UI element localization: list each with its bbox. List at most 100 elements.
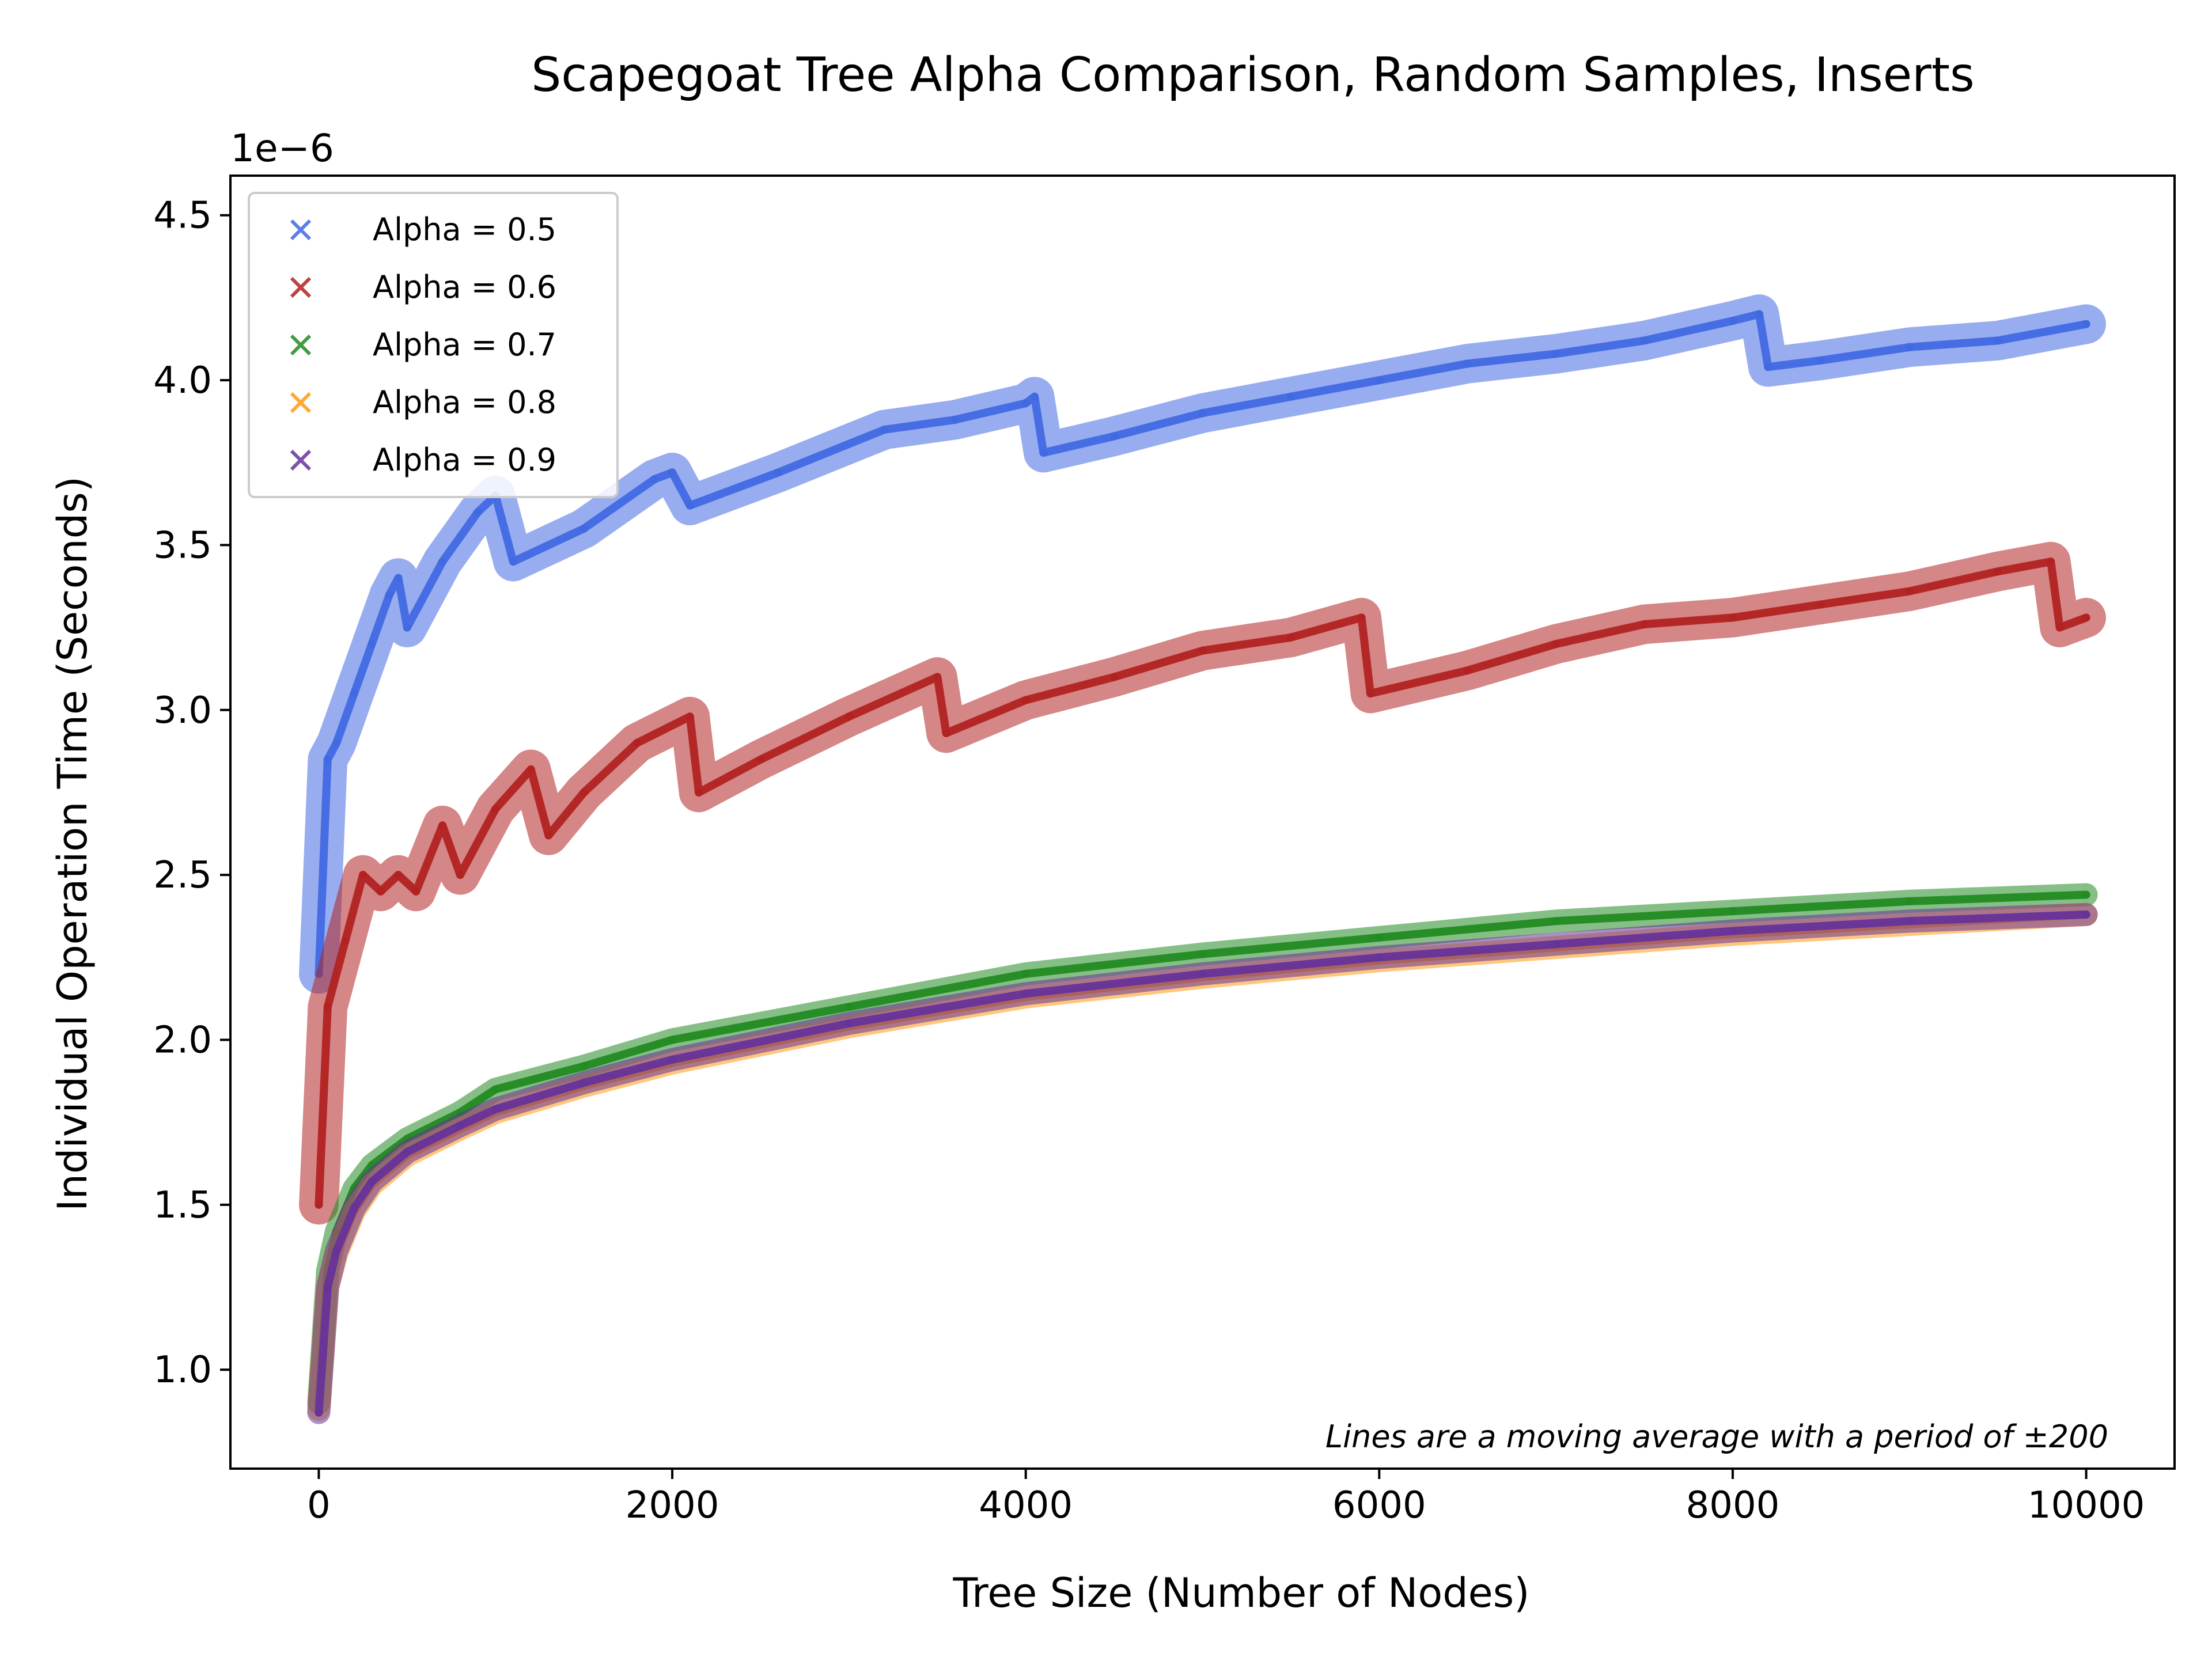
data-point (1366, 689, 1374, 698)
data-point (844, 1019, 853, 1027)
data-point (1110, 432, 1119, 441)
data-point (491, 1105, 500, 1113)
data-point (933, 673, 942, 681)
data-point (1463, 666, 1472, 675)
data-point (2047, 558, 2055, 566)
data-point (350, 689, 358, 698)
data-point (491, 805, 500, 813)
y-tick-label: 2.0 (153, 1019, 212, 1061)
data-point (1021, 399, 1030, 408)
data-point (844, 712, 853, 721)
data-point (527, 765, 535, 773)
data-point (412, 887, 421, 896)
data-point (376, 887, 385, 896)
legend-item: Alpha = 0.6 (290, 269, 556, 305)
data-point (1110, 673, 1119, 681)
y-tick-label: 1.5 (153, 1184, 212, 1227)
data-point (2082, 320, 2090, 328)
data-point (695, 788, 703, 797)
legend-marker (290, 449, 312, 471)
data-point (403, 623, 411, 632)
legend-label: Alpha = 0.7 (373, 327, 556, 363)
data-point (1463, 359, 1472, 368)
data-point (2082, 613, 2090, 622)
data-point (1994, 336, 2002, 345)
data-point (2082, 910, 2090, 919)
chart-annotation: Lines are a moving average with a period… (1325, 1419, 2108, 1455)
x-tick-label: 8000 (1686, 1484, 1780, 1527)
data-point (880, 426, 889, 434)
data-point (2082, 890, 2090, 899)
data-point (668, 1055, 676, 1064)
data-point (394, 574, 403, 582)
data-point (323, 1003, 332, 1011)
data-point (1817, 600, 1825, 609)
data-point (1198, 409, 1207, 418)
y-tick-label: 4.0 (153, 359, 212, 402)
legend-item: Alpha = 0.5 (290, 211, 556, 248)
legend-item: Alpha = 0.9 (290, 442, 556, 478)
legend-box (248, 192, 619, 498)
plot-frame (229, 175, 2176, 1470)
x-tick-label: 6000 (1332, 1484, 1426, 1527)
data-point (350, 1204, 358, 1212)
legend-marker (290, 219, 312, 241)
y-tick-label: 4.5 (153, 195, 212, 237)
y-tick-label: 1.0 (153, 1349, 212, 1391)
data-point (359, 871, 368, 879)
data-point (1764, 363, 1772, 371)
data-point (315, 1200, 323, 1209)
legend-label: Alpha = 0.8 (373, 384, 556, 420)
data-point (341, 936, 350, 945)
data-point (1552, 640, 1560, 649)
data-point (1817, 356, 1825, 365)
data-point (332, 1247, 341, 1255)
x-axis-label: Tree Size (Number of Nodes) (953, 1569, 1530, 1617)
data-point (579, 1062, 588, 1071)
data-point (456, 1121, 464, 1130)
legend-marker (290, 392, 312, 414)
data-point (668, 468, 676, 477)
data-point (1905, 897, 1914, 905)
series-2 (299, 541, 2106, 1225)
data-point (1729, 317, 1737, 325)
series-line (315, 558, 2090, 1209)
chart-title: Scapegoat Tree Alpha Comparison, Random … (531, 48, 1975, 103)
data-point (1357, 613, 1366, 622)
data-point (1905, 917, 1914, 926)
data-point (1021, 989, 1030, 998)
data-point (1729, 907, 1737, 916)
data-point (385, 590, 394, 599)
data-point (438, 558, 447, 566)
data-point (685, 501, 694, 510)
data-point (1021, 696, 1030, 704)
data-point (1552, 917, 1560, 926)
data-point (1198, 646, 1207, 655)
legend-label: Alpha = 0.5 (373, 211, 556, 248)
data-point (1021, 969, 1030, 978)
legend-item: Alpha = 0.7 (290, 327, 556, 363)
data-point (1031, 392, 1039, 401)
data-point (1375, 933, 1384, 942)
data-point (650, 475, 659, 483)
data-point (1905, 343, 1914, 351)
data-point (579, 788, 588, 797)
legend-label: Alpha = 0.9 (373, 442, 556, 478)
data-point (579, 1078, 588, 1087)
data-point (438, 821, 447, 830)
legend-marker (290, 334, 312, 356)
data-point (1286, 633, 1295, 642)
data-point (323, 755, 332, 764)
data-point (774, 468, 783, 477)
data-point (1640, 336, 1649, 345)
data-point (1729, 927, 1737, 935)
data-point (403, 1148, 411, 1156)
x-tick-label: 0 (307, 1484, 331, 1527)
data-point (951, 415, 959, 424)
data-point (1729, 613, 1737, 622)
data-point (1286, 392, 1295, 401)
data-point (2055, 623, 2064, 632)
data-point (368, 1177, 376, 1186)
